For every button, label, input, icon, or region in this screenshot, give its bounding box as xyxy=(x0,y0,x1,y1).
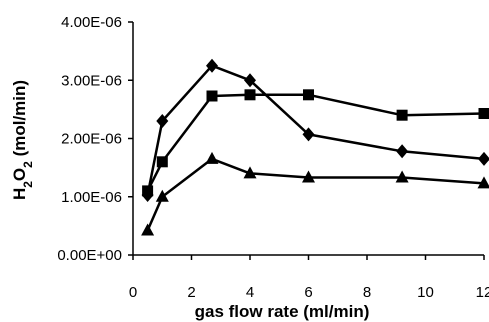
x-tick-label: 8 xyxy=(363,284,371,301)
diamond-marker xyxy=(244,73,256,88)
y-tick-label: 4.00E-06 xyxy=(61,14,122,31)
square-marker xyxy=(244,89,256,101)
x-tick-label: 12 xyxy=(476,284,489,301)
y-axis-title: H2O2 (mol/min) xyxy=(10,80,35,200)
y-axis-ticks: 0.00E+00 1.00E-06 2.00E-06 3.00E-06 4.00E-06 xyxy=(57,14,133,264)
series-layer xyxy=(141,58,489,236)
diamond-marker xyxy=(302,127,315,142)
triangle-marker xyxy=(205,151,219,164)
triangle-marker xyxy=(243,166,257,179)
diamond-marker xyxy=(478,151,489,166)
x-tick-label: 10 xyxy=(417,284,434,301)
square-marker xyxy=(303,89,314,101)
triangle-marker xyxy=(155,189,169,202)
triangle-marker xyxy=(141,223,155,236)
y-tick-label: 3.00E-06 xyxy=(61,72,122,89)
triangle-marker xyxy=(302,170,315,183)
series-square xyxy=(142,89,489,197)
square-marker xyxy=(156,156,168,168)
square-marker xyxy=(396,109,408,121)
square-marker xyxy=(206,90,218,102)
x-axis-title: gas flow rate (ml/min) xyxy=(195,302,370,321)
series-line-triangle xyxy=(146,157,485,231)
square-marker xyxy=(142,185,154,197)
x-axis-ticks: 0 2 4 6 8 10 12 xyxy=(129,255,489,301)
x-tick-label: 2 xyxy=(187,284,195,301)
diamond-marker xyxy=(156,114,169,128)
x-tick-label: 4 xyxy=(246,284,254,301)
triangle-marker xyxy=(477,176,489,189)
x-tick-label: 6 xyxy=(304,284,312,301)
triangle-marker xyxy=(395,170,409,183)
series-diamond xyxy=(141,58,489,202)
y-title-sub1: 2 xyxy=(21,181,35,188)
series-triangle xyxy=(141,151,489,236)
diamond-marker xyxy=(206,58,218,73)
y-tick-label: 2.00E-06 xyxy=(61,131,122,148)
y-tick-label: 0.00E+00 xyxy=(57,247,122,264)
y-title-unit: (mol/min) xyxy=(10,80,29,161)
y-title-sub2: 2 xyxy=(21,161,35,168)
y-title-h: H xyxy=(10,188,29,200)
x-tick-label: 0 xyxy=(129,284,137,301)
y-title-o: O xyxy=(10,168,29,181)
y-tick-label: 1.00E-06 xyxy=(61,189,122,206)
diamond-marker xyxy=(396,144,409,159)
square-marker xyxy=(478,108,489,119)
series-line-diamond xyxy=(146,64,485,196)
